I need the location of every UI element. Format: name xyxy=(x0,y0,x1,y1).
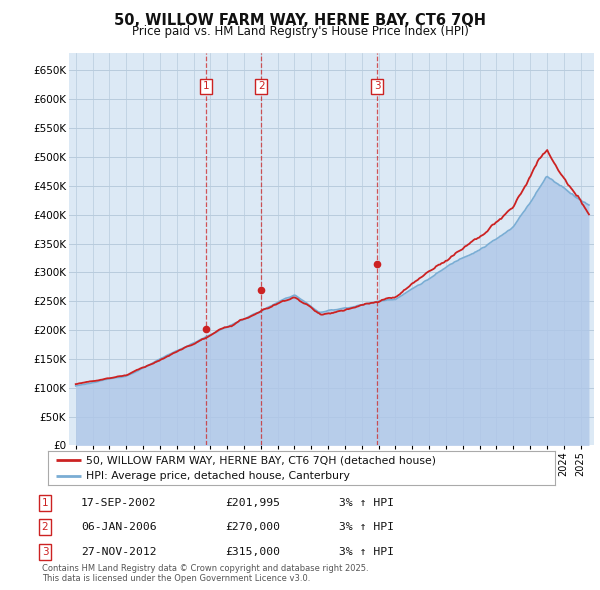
Text: 2: 2 xyxy=(258,81,265,91)
Text: 3% ↑ HPI: 3% ↑ HPI xyxy=(339,498,394,507)
Text: HPI: Average price, detached house, Canterbury: HPI: Average price, detached house, Cant… xyxy=(86,471,350,481)
Text: 17-SEP-2002: 17-SEP-2002 xyxy=(81,498,157,507)
Text: 2: 2 xyxy=(41,522,49,532)
Text: 50, WILLOW FARM WAY, HERNE BAY, CT6 7QH: 50, WILLOW FARM WAY, HERNE BAY, CT6 7QH xyxy=(114,13,486,28)
Text: 3: 3 xyxy=(374,81,380,91)
Text: 3% ↑ HPI: 3% ↑ HPI xyxy=(339,522,394,532)
Text: 3: 3 xyxy=(41,547,49,556)
Text: Price paid vs. HM Land Registry's House Price Index (HPI): Price paid vs. HM Land Registry's House … xyxy=(131,25,469,38)
Text: 27-NOV-2012: 27-NOV-2012 xyxy=(81,547,157,556)
Text: £201,995: £201,995 xyxy=(225,498,280,507)
Text: 1: 1 xyxy=(41,498,49,507)
Text: £315,000: £315,000 xyxy=(225,547,280,556)
Text: 50, WILLOW FARM WAY, HERNE BAY, CT6 7QH (detached house): 50, WILLOW FARM WAY, HERNE BAY, CT6 7QH … xyxy=(86,455,436,466)
Text: £270,000: £270,000 xyxy=(225,522,280,532)
Text: Contains HM Land Registry data © Crown copyright and database right 2025.: Contains HM Land Registry data © Crown c… xyxy=(42,565,368,573)
Text: 1: 1 xyxy=(202,81,209,91)
Text: 3% ↑ HPI: 3% ↑ HPI xyxy=(339,547,394,556)
Text: 06-JAN-2006: 06-JAN-2006 xyxy=(81,522,157,532)
Text: This data is licensed under the Open Government Licence v3.0.: This data is licensed under the Open Gov… xyxy=(42,574,310,583)
